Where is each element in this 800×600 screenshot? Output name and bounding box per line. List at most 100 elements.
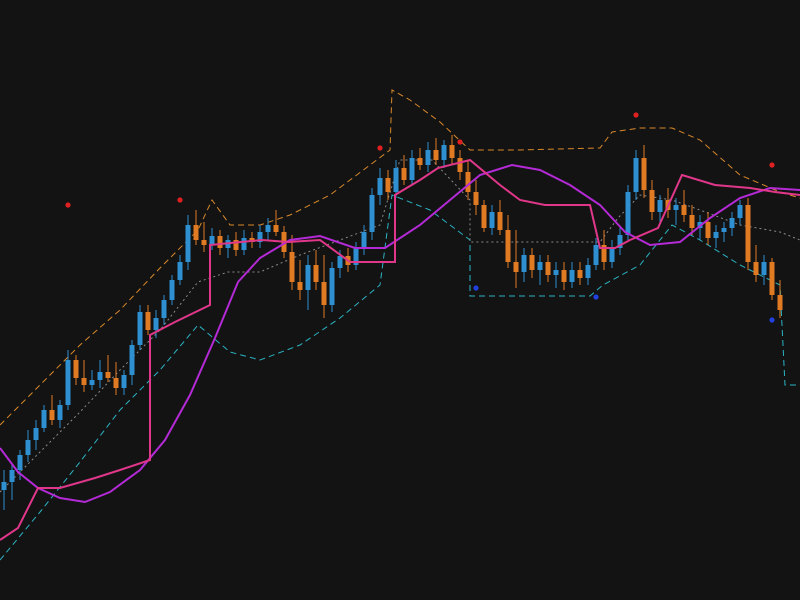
candle-body (553, 270, 559, 275)
candle-body (289, 252, 295, 282)
candle-body (41, 410, 47, 428)
candle-body (385, 178, 391, 192)
candle-body (217, 236, 223, 248)
candle-body (689, 215, 695, 228)
candle-body (481, 205, 487, 228)
candle-body (369, 195, 375, 232)
candle-body (129, 345, 135, 375)
candle-body (145, 312, 151, 330)
candle-body (681, 205, 687, 215)
candle-body (33, 428, 39, 440)
candle-body (361, 232, 367, 248)
candle-body (113, 378, 119, 388)
candle-body (233, 240, 239, 250)
candle-body (609, 248, 615, 262)
candle-body (593, 245, 599, 265)
candle-body (505, 230, 511, 262)
candle-body (497, 212, 503, 230)
candle-body (633, 158, 639, 192)
candle-body (449, 145, 455, 158)
candle-body (81, 378, 87, 385)
candle-body (401, 168, 407, 180)
candle-body (337, 256, 343, 268)
candle-body (185, 225, 191, 262)
candle-body (209, 236, 215, 245)
candle-body (97, 372, 103, 380)
candle-body (537, 262, 543, 270)
candle-body (241, 238, 247, 250)
fractal-high-dot (769, 162, 775, 168)
candle-body (617, 235, 623, 248)
candle-body (513, 262, 519, 272)
moving-averages (0, 158, 800, 541)
candle-body (737, 205, 743, 218)
candle-body (273, 225, 279, 232)
candle-body (561, 270, 567, 282)
candle-body (1, 482, 7, 490)
fractal-high-dot (457, 139, 463, 145)
candle-body (713, 232, 719, 238)
candle-body (641, 158, 647, 190)
fractal-high-dot (65, 202, 71, 208)
candle-body (201, 240, 207, 245)
fractal-low-dot (769, 317, 775, 323)
candle-body (57, 405, 63, 420)
candle-body (25, 440, 31, 455)
candle-body (193, 225, 199, 240)
candle-body (329, 268, 335, 305)
fast-moving-average-line (0, 158, 800, 541)
candle-body (649, 190, 655, 212)
candle-body (313, 265, 319, 282)
lower-band-line (0, 194, 800, 561)
fractal-high-dot (377, 145, 383, 151)
candle-body (489, 212, 495, 228)
candle-body (465, 172, 471, 192)
candle-body (417, 158, 423, 165)
fractal-low-dot (593, 294, 599, 300)
fractal-high-dot (177, 197, 183, 203)
candle-body (169, 280, 175, 300)
fractal-markers (65, 112, 775, 323)
candle-body (137, 312, 143, 345)
candle-body (353, 248, 359, 265)
candle-body (673, 205, 679, 210)
fractal-low-dot (473, 285, 479, 291)
candle-body (433, 150, 439, 160)
candle-body (457, 158, 463, 172)
candle-body (321, 282, 327, 305)
candle-body (305, 265, 311, 290)
slow-moving-average-line (0, 163, 800, 504)
candle-body (721, 228, 727, 232)
candle-body (153, 318, 159, 330)
candle-body (769, 262, 775, 295)
candle-body (409, 158, 415, 180)
candle-body (9, 470, 15, 482)
candle-body (425, 150, 431, 165)
candle-body (577, 270, 583, 278)
candle-body (761, 262, 767, 275)
candle-body (545, 262, 551, 275)
candle-body (441, 145, 447, 160)
candle-body (73, 360, 79, 378)
candle-body (161, 300, 167, 318)
candle-body (473, 192, 479, 205)
candle-body (265, 225, 271, 232)
candle-body (297, 282, 303, 290)
candle-body (601, 245, 607, 262)
band-lines (0, 89, 800, 561)
candle-body (49, 410, 55, 420)
candle-body (753, 262, 759, 275)
candle-body (89, 380, 95, 385)
candle-body (777, 295, 783, 310)
candle-body (377, 178, 383, 195)
candle-body (121, 375, 127, 388)
candle-body (105, 372, 111, 378)
candle-body (65, 360, 71, 405)
candle-body (177, 262, 183, 280)
fractal-high-dot (633, 112, 639, 118)
candle-body (729, 218, 735, 228)
candle-body (569, 270, 575, 282)
candle-body (521, 255, 527, 272)
